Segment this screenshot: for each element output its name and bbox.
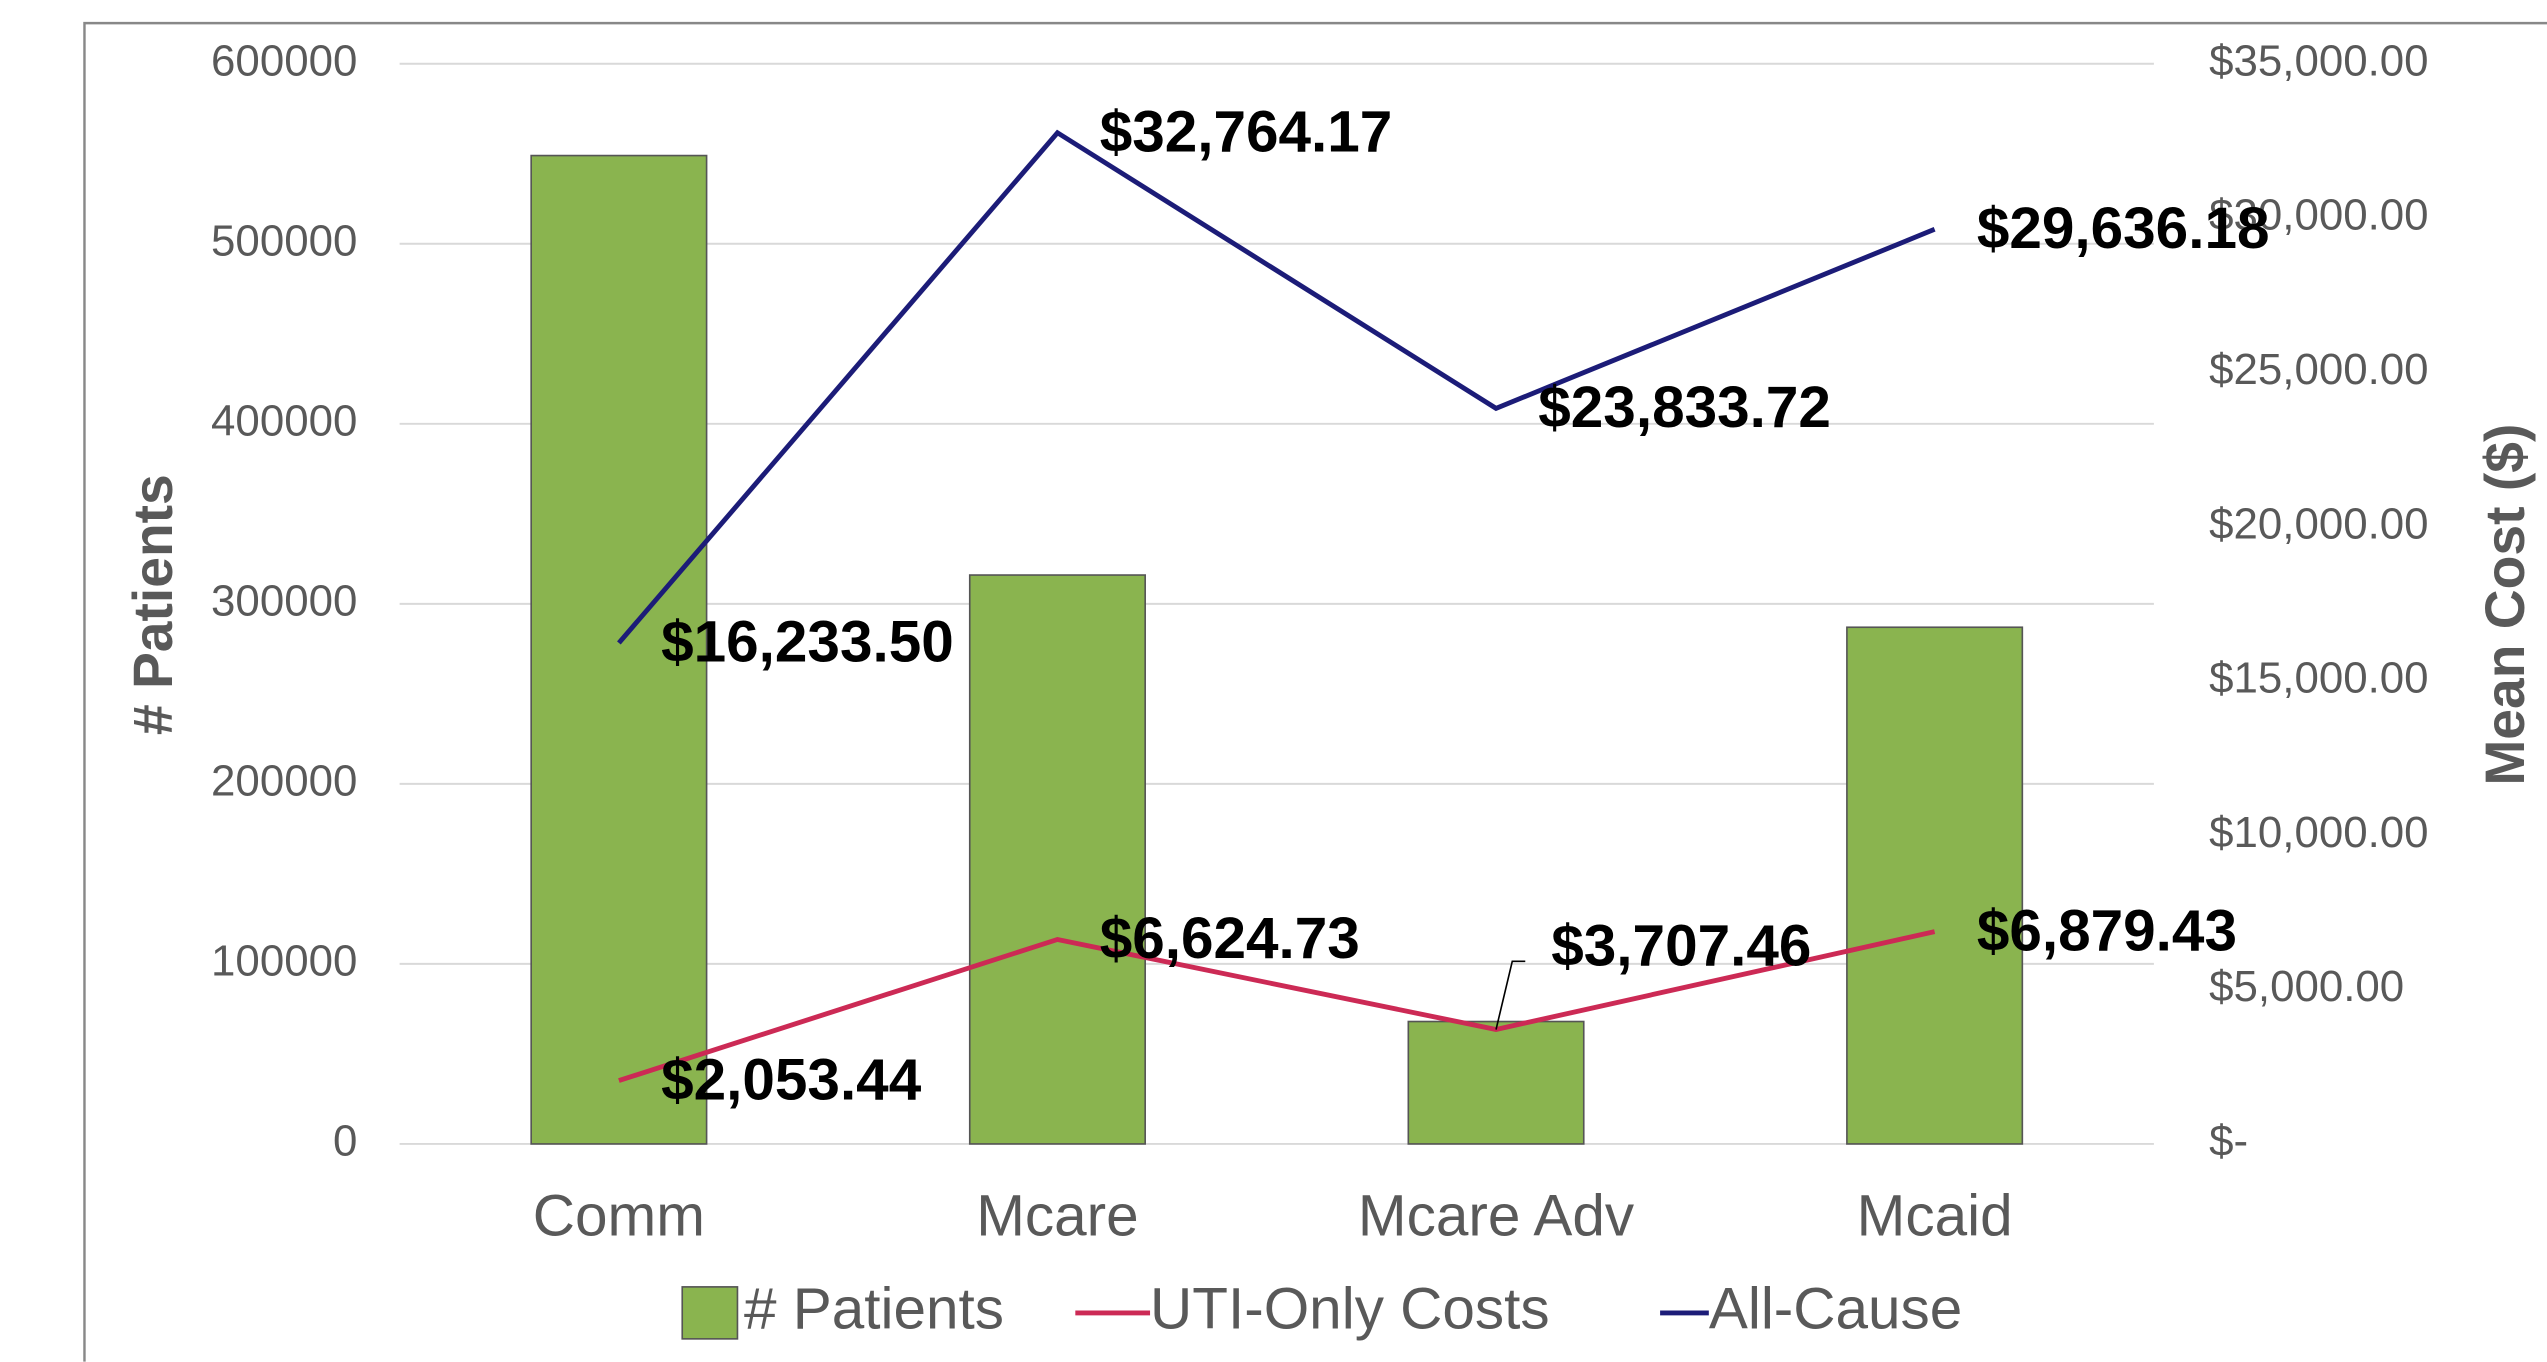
y2-tick-label: $20,000.00: [2209, 499, 2428, 548]
y2-tick-label: $25,000.00: [2209, 345, 2428, 394]
y-tick-label: 0: [333, 1117, 357, 1166]
line-series: [618, 929, 1936, 1083]
y2-tick-label: $30,000.00: [2209, 191, 2428, 240]
line-series: [617, 129, 1936, 645]
data-label: $6,624.73: [1100, 906, 1360, 971]
legend-label: All-Cause: [1709, 1276, 1962, 1341]
y-tick-label: 300000: [211, 576, 357, 625]
legend-label: UTI-Only Costs: [1150, 1276, 1550, 1341]
data-label: $6,879.43: [1977, 898, 2237, 963]
data-label: $23,833.72: [1538, 375, 1831, 440]
legend-swatch: [681, 1286, 739, 1340]
data-label: $2,053.44: [661, 1047, 922, 1112]
bar: [530, 154, 708, 1145]
y-tick-label: 400000: [211, 396, 357, 445]
data-label: $29,636.18: [1977, 196, 2270, 261]
y2-tick-label: $15,000.00: [2209, 654, 2428, 703]
y-tick-label: 100000: [211, 936, 357, 985]
x-tick-label: Mcare Adv: [1358, 1184, 1635, 1249]
y2-axis-title: Mean Cost ($): [2474, 424, 2536, 786]
data-label: $3,707.46: [1551, 913, 1811, 978]
bar: [1846, 626, 2024, 1145]
y-tick-label: 600000: [211, 36, 357, 85]
data-label: $32,764.17: [1100, 99, 1393, 164]
data-label: $16,233.50: [661, 610, 954, 675]
bar: [1407, 1020, 1585, 1145]
y2-tick-label: $5,000.00: [2209, 962, 2404, 1011]
y2-tick-label: $-: [2209, 1117, 2248, 1166]
x-tick-label: Comm: [533, 1184, 705, 1249]
frame: [83, 21, 2547, 1362]
y2-tick-label: $35,000.00: [2209, 36, 2428, 85]
x-tick-label: Mcare: [976, 1184, 1138, 1249]
legend-label: # Patients: [744, 1276, 1004, 1341]
bar: [968, 574, 1146, 1145]
y-tick-label: 200000: [211, 756, 357, 805]
y-axis-title: # Patients: [122, 474, 184, 735]
x-tick-label: Mcaid: [1857, 1184, 2013, 1249]
y-tick-label: 500000: [211, 216, 357, 265]
y2-tick-label: $10,000.00: [2209, 808, 2428, 857]
leader-line: [1495, 960, 1526, 1030]
